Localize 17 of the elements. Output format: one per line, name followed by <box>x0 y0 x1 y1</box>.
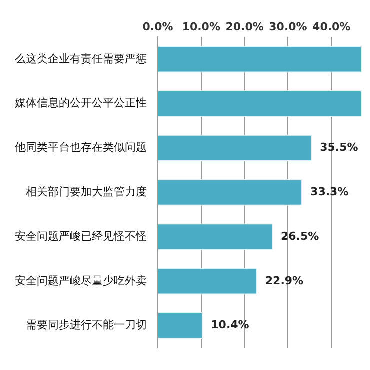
y-tick-label: 安全问题严峻已经见怪不怪 <box>15 230 147 243</box>
data-label: 26.5% <box>281 230 320 243</box>
x-tick-label: 30.0% <box>269 20 308 34</box>
data-label: 22.9% <box>265 274 304 288</box>
y-tick-label: 么这类企业有责任需要严惩 <box>15 52 147 66</box>
y-tick-label: 相关部门要加大监管力度 <box>26 185 147 198</box>
x-tick-label: 10.0% <box>182 20 220 34</box>
x-tick-label: 0.0% <box>142 20 174 34</box>
y-tick-label: 媒体信息的公开公平公正性 <box>15 96 147 110</box>
x-tick-label: 40.0% <box>312 20 351 34</box>
data-label: 35.5% <box>320 141 358 154</box>
x-tick-label: 20.0% <box>226 20 264 34</box>
y-tick-label: 安全问题严峻尽量少吃外卖 <box>15 274 147 288</box>
data-label: 10.4% <box>211 318 250 332</box>
y-tick-label: 他同类平台也存在类似问题 <box>15 141 147 154</box>
data-label: 33.3% <box>310 185 349 198</box>
y-tick-label: 需要同步进行不能一刀切 <box>26 318 147 332</box>
